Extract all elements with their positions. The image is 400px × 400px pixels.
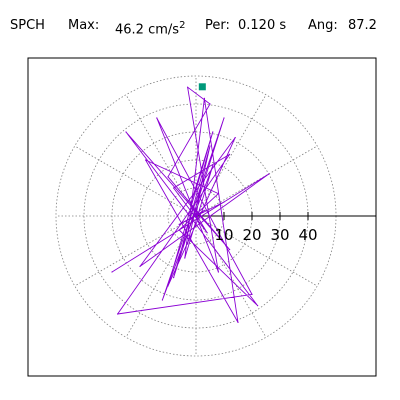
trace-point [209,103,211,105]
trace-point [201,181,203,183]
trace-point [229,249,231,251]
trace-series-0 [111,86,270,323]
radial-tick-label: 20 [242,226,261,244]
radial-tick-label: 30 [270,226,289,244]
grid-spoke [125,94,197,217]
max-number: 46.2 [115,22,144,38]
trace-point [209,145,211,147]
peak-marker [198,83,206,91]
grid-spoke [74,215,197,287]
trace-point [229,153,231,155]
trace-point [167,176,169,178]
trace-point [111,271,113,273]
max-label: Max: [68,18,100,33]
radial-tick-labels: 10 20 30 40 [214,226,317,244]
peak-marker-square [198,83,206,91]
trace-point [206,232,208,234]
angle-value: 87.2 [348,18,377,33]
trace-point [184,257,186,259]
polar-axes [196,212,376,220]
plot-frame [27,57,377,377]
trace-point [217,193,219,195]
radial-tick-label: 40 [298,226,317,244]
grid-spoke [195,145,318,217]
trace-point [161,299,163,301]
max-unit: cm/s [148,22,180,38]
trace-point [212,165,214,167]
grid-spoke [125,215,197,338]
trace-point [257,305,259,307]
trace-point [173,187,175,189]
period-label: Per: [205,18,230,33]
trace-point [237,321,239,323]
trace-point [251,293,253,295]
station-code: SPCH [10,18,45,33]
trace-point [167,285,169,287]
trace-point [156,117,158,119]
trace-point [223,201,225,203]
trace-point [223,117,225,119]
trace-point [195,215,197,217]
trace-point [178,223,180,225]
chart-header: SPCH Max: 46.2 cm/s2 Per: 0.120 s Ang: 8… [0,0,400,40]
trace-point [187,243,189,245]
trace-point [268,173,270,175]
trace-point [203,209,205,211]
trace-point [173,277,175,279]
max-value: 46.2 cm/s2 [115,18,185,38]
angle-label: Ang: [308,18,338,33]
trace-point [203,97,205,99]
radial-tick-label: 10 [214,226,233,244]
grid-spoke [74,145,197,217]
max-unit-exponent: 2 [179,20,186,31]
grid-spoke [195,94,267,217]
trace-point [117,313,119,315]
trace-point [139,265,141,267]
trace-point [178,229,180,231]
trace-point [145,159,147,161]
trace-point [187,86,189,88]
period-value: 0.120 s [238,18,287,33]
motion-trace [111,86,270,323]
trace-point [125,131,127,133]
grid-spoke [195,215,318,287]
trace-point [212,131,214,133]
trace-point [217,271,219,273]
trace-point [189,204,191,206]
trace-point [234,137,236,139]
